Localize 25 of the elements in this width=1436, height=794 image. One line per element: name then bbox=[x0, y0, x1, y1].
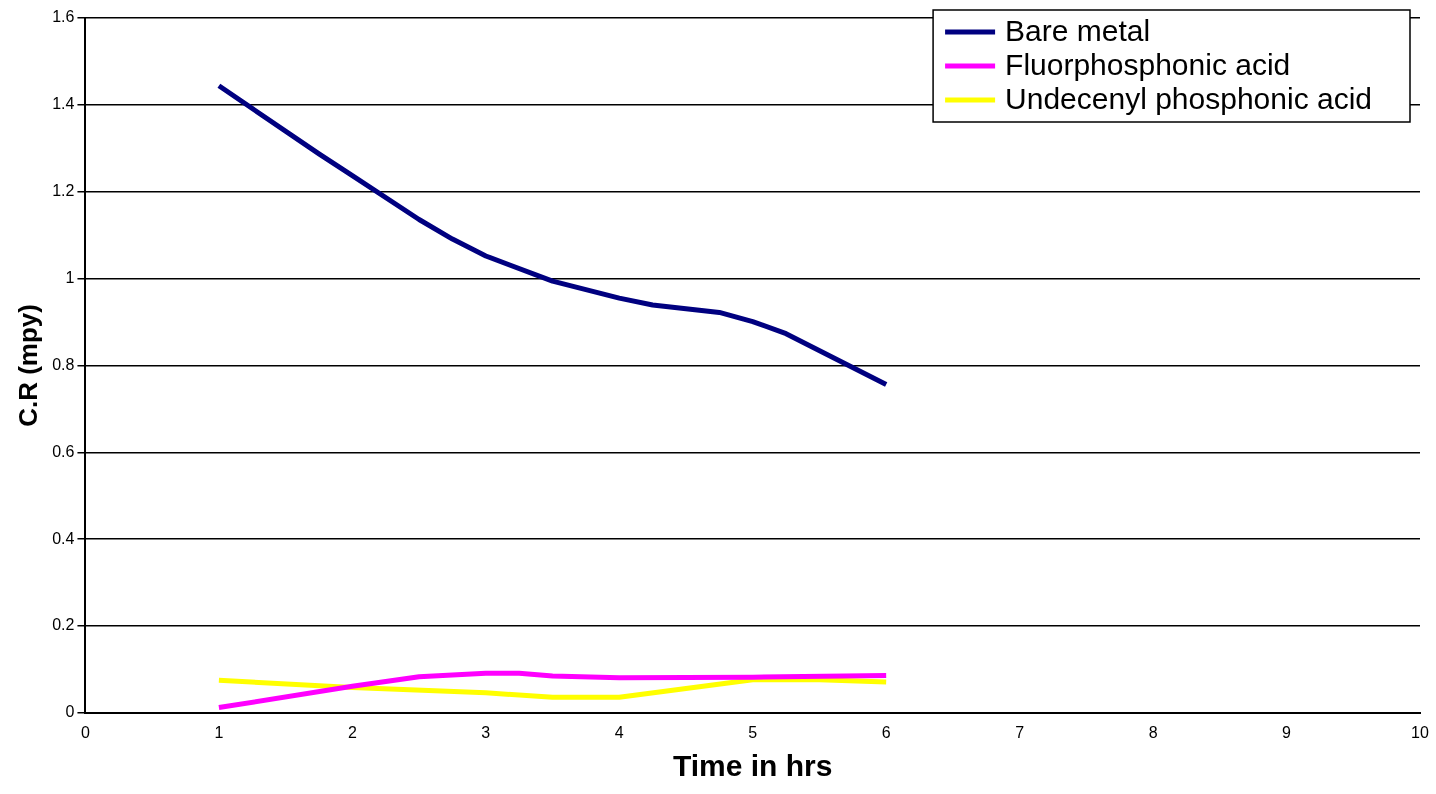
x-tick-label: 3 bbox=[481, 723, 491, 741]
y-axis-title: C.R (mpy) bbox=[12, 304, 43, 427]
y-tick-label: 1 bbox=[65, 268, 75, 286]
x-axis-title: Time in hrs bbox=[672, 749, 833, 783]
x-tick-label: 10 bbox=[1411, 723, 1429, 741]
legend-label: Fluorphosphonic acid bbox=[1005, 48, 1291, 82]
y-tick-label: 0.6 bbox=[52, 442, 75, 460]
legend-label: Undecenyl phosphonic acid bbox=[1005, 82, 1373, 116]
y-tick-label: 0.2 bbox=[52, 616, 75, 634]
y-tick-label: 0.4 bbox=[52, 529, 75, 547]
x-tick-label: 0 bbox=[80, 723, 90, 741]
y-tick-label: 1.4 bbox=[52, 95, 75, 113]
y-tick-label: 0 bbox=[65, 703, 75, 721]
x-tick-label: 9 bbox=[1282, 723, 1292, 741]
y-tick-label: 0.8 bbox=[52, 355, 75, 373]
x-tick-label: 5 bbox=[748, 723, 758, 741]
x-tick-label: 2 bbox=[347, 723, 357, 741]
x-tick-label: 7 bbox=[1015, 723, 1025, 741]
x-tick-label: 4 bbox=[614, 723, 624, 741]
legend-label: Bare metal bbox=[1005, 14, 1151, 48]
x-tick-label: 1 bbox=[214, 723, 224, 741]
x-tick-label: 6 bbox=[881, 723, 891, 741]
y-tick-label: 1.6 bbox=[52, 8, 75, 26]
x-tick-label: 8 bbox=[1148, 723, 1158, 741]
y-tick-label: 1.2 bbox=[52, 182, 75, 200]
